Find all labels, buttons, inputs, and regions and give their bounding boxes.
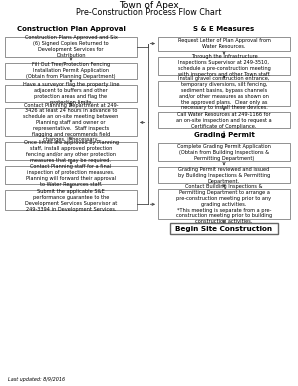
FancyBboxPatch shape xyxy=(158,112,290,129)
Text: Call Water Resources at 249-1166 for
an on-site inspection and to request a
Cert: Call Water Resources at 249-1166 for an … xyxy=(176,112,272,129)
Text: Begin Site Construction: Begin Site Construction xyxy=(176,226,273,232)
Text: Install gravel construction entrance,
temporary diversions, silt fencing,
sedime: Install gravel construction entrance, te… xyxy=(178,76,270,110)
FancyBboxPatch shape xyxy=(170,223,278,234)
Text: Construction Plan Approval: Construction Plan Approval xyxy=(17,25,125,32)
Text: S & E Measures: S & E Measures xyxy=(193,25,254,32)
FancyBboxPatch shape xyxy=(158,57,290,74)
Text: Construction Plans Approved and Six
(6) Signed Copies Returned to
Development Se: Construction Plans Approved and Six (6) … xyxy=(24,36,117,58)
Text: Fill Out Tree/Protection Fencing
Installation Permit Application
(Obtain from Pl: Fill Out Tree/Protection Fencing Install… xyxy=(26,62,116,79)
FancyBboxPatch shape xyxy=(158,81,290,107)
FancyBboxPatch shape xyxy=(158,168,290,183)
Text: Contact Planning Department at 249-
3426 at least 24 hours in advance to
schedul: Contact Planning Department at 249- 3426… xyxy=(23,103,119,142)
Text: Complete Grading Permit Application
(Obtain from Building Inspections &
Permitti: Complete Grading Permit Application (Obt… xyxy=(177,144,271,161)
Text: Pre-Construction Process Flow Chart: Pre-Construction Process Flow Chart xyxy=(76,8,222,17)
FancyBboxPatch shape xyxy=(5,108,137,136)
FancyBboxPatch shape xyxy=(5,142,137,160)
Text: Town of Apex: Town of Apex xyxy=(119,1,179,10)
FancyBboxPatch shape xyxy=(158,144,290,161)
Text: Grading Permit reviewed and issued
by Building Inspections & Permitting
Departme: Grading Permit reviewed and issued by Bu… xyxy=(178,167,270,184)
Text: Request Letter of Plan Approval from
Water Resources.: Request Letter of Plan Approval from Wat… xyxy=(178,38,271,49)
FancyBboxPatch shape xyxy=(158,189,290,219)
FancyBboxPatch shape xyxy=(5,166,137,185)
FancyBboxPatch shape xyxy=(158,37,290,51)
FancyBboxPatch shape xyxy=(5,85,137,102)
FancyBboxPatch shape xyxy=(5,190,137,210)
Text: Submit the applicable S&E
performance guarantee to the
Development Services Supe: Submit the applicable S&E performance gu… xyxy=(25,189,117,212)
Text: Contact Planning staff for a final
inspection of protection measures.
Planning w: Contact Planning staff for a final inspe… xyxy=(26,164,116,186)
Text: Contact Building Inspections &
Permitting Department to arrange a
pre-constructi: Contact Building Inspections & Permittin… xyxy=(176,185,272,224)
Text: Through the Infrastructure
Inspections Supervisor at 249-3510,
schedule a pre-co: Through the Infrastructure Inspections S… xyxy=(178,54,270,77)
Text: Once limits are approved by Planning
staff, install approved protection
fencing : Once limits are approved by Planning sta… xyxy=(24,140,119,163)
Text: Last updated: 8/9/2016: Last updated: 8/9/2016 xyxy=(8,376,65,381)
FancyBboxPatch shape xyxy=(5,63,137,78)
Text: Grading Permit: Grading Permit xyxy=(194,132,254,139)
Text: Have a surveyor flag the property line
adjacent to buffers and other
protection : Have a surveyor flag the property line a… xyxy=(23,82,119,105)
FancyBboxPatch shape xyxy=(5,37,137,57)
